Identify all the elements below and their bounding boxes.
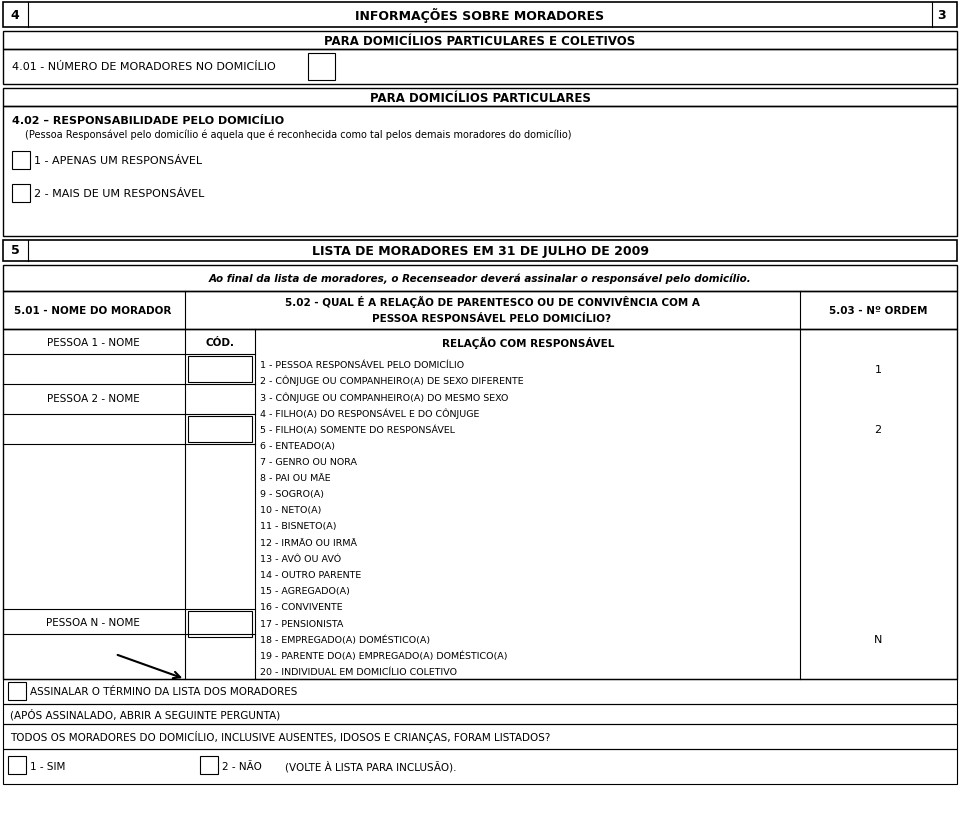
Text: ASSINALAR O TÉRMINO DA LISTA DOS MORADORES: ASSINALAR O TÉRMINO DA LISTA DOS MORADOR…	[30, 686, 298, 696]
Text: 2 - MAIS DE UM RESPONSÁVEL: 2 - MAIS DE UM RESPONSÁVEL	[34, 189, 204, 199]
Bar	[3, 3, 957, 28]
Text: PESSOA 2 - NOME: PESSOA 2 - NOME	[47, 394, 139, 404]
Bar	[3, 107, 957, 237]
Text: 8 - PAI OU MÃE: 8 - PAI OU MÃE	[260, 473, 330, 482]
Text: INFORMAÇÕES SOBRE MORADORES: INFORMAÇÕES SOBRE MORADORES	[355, 8, 605, 23]
Bar	[3, 266, 957, 292]
Text: 4.02 – RESPONSABILIDADE PELO DOMICÍLIO: 4.02 – RESPONSABILIDADE PELO DOMICÍLIO	[12, 116, 284, 126]
Text: 3: 3	[938, 8, 947, 22]
Text: 1: 1	[875, 364, 881, 375]
Bar	[3, 679, 957, 704]
Bar	[3, 724, 957, 749]
Text: 4.01 - NÚMERO DE MORADORES NO DOMICÍLIO: 4.01 - NÚMERO DE MORADORES NO DOMICÍLIO	[12, 62, 276, 72]
Text: 4 - FILHO(A) DO RESPONSÁVEL E DO CÔNJUGE: 4 - FILHO(A) DO RESPONSÁVEL E DO CÔNJUGE	[260, 408, 479, 418]
Bar	[3, 292, 957, 329]
Text: RELAÇÃO COM RESPONSÁVEL: RELAÇÃO COM RESPONSÁVEL	[442, 337, 614, 349]
Text: 7 - GENRO OU NORA: 7 - GENRO OU NORA	[260, 457, 357, 466]
Text: 17 - PENSIONISTA: 17 - PENSIONISTA	[260, 619, 344, 628]
Text: 4: 4	[11, 8, 19, 22]
Text: 19 - PARENTE DO(A) EMPREGADO(A) DOMÉSTICO(A): 19 - PARENTE DO(A) EMPREGADO(A) DOMÉSTIC…	[260, 651, 508, 660]
Text: LISTA DE MORADORES EM 31 DE JULHO DE 2009: LISTA DE MORADORES EM 31 DE JULHO DE 200…	[311, 244, 649, 257]
Bar	[3, 241, 957, 262]
Text: 6 - ENTEADO(A): 6 - ENTEADO(A)	[260, 441, 335, 450]
Text: PARA DOMICÍLIOS PARTICULARES: PARA DOMICÍLIOS PARTICULARES	[370, 91, 590, 104]
Text: 1 - SIM: 1 - SIM	[30, 761, 65, 771]
Text: 12 - IRMÃO OU IRMÃ: 12 - IRMÃO OU IRMÃ	[260, 538, 357, 547]
Bar	[200, 756, 218, 774]
Text: PESSOA 1 - NOME: PESSOA 1 - NOME	[47, 338, 139, 348]
Text: CÓD.: CÓD.	[205, 338, 234, 348]
Text: 5.01 - NOME DO MORADOR: 5.01 - NOME DO MORADOR	[14, 306, 172, 316]
Bar	[188, 611, 252, 637]
Text: PARA DOMICÍLIOS PARTICULARES E COLETIVOS: PARA DOMICÍLIOS PARTICULARES E COLETIVOS	[324, 34, 636, 48]
Bar	[8, 682, 26, 701]
Bar	[3, 749, 957, 784]
Text: 5: 5	[11, 244, 19, 257]
Bar	[188, 416, 252, 442]
Text: 10 - NETO(A): 10 - NETO(A)	[260, 506, 322, 515]
Text: (VOLTE À LISTA PARA INCLUSÃO).: (VOLTE À LISTA PARA INCLUSÃO).	[285, 760, 457, 772]
Bar	[3, 89, 957, 107]
Bar	[12, 185, 30, 203]
Text: 16 - CONVIVENTE: 16 - CONVIVENTE	[260, 603, 343, 612]
Text: 18 - EMPREGADO(A) DOMÉSTICO(A): 18 - EMPREGADO(A) DOMÉSTICO(A)	[260, 635, 430, 645]
Text: 2 - CÔNJUGE OU COMPANHEIRO(A) DE SEXO DIFERENTE: 2 - CÔNJUGE OU COMPANHEIRO(A) DE SEXO DI…	[260, 375, 523, 386]
Text: TODOS OS MORADORES DO DOMICÍLIO, INCLUSIVE AUSENTES, IDOSOS E CRIANÇAS, FORAM LI: TODOS OS MORADORES DO DOMICÍLIO, INCLUSI…	[10, 730, 550, 742]
Bar	[12, 152, 30, 170]
Text: 20 - INDIVIDUAL EM DOMICÍLIO COLETIVO: 20 - INDIVIDUAL EM DOMICÍLIO COLETIVO	[260, 667, 457, 676]
Text: 2 - NÃO: 2 - NÃO	[222, 761, 262, 771]
Bar	[3, 50, 957, 85]
Text: 5.02 - QUAL É A RELAÇÃO DE PARENTESCO OU DE CONVIVÊNCIA COM A: 5.02 - QUAL É A RELAÇÃO DE PARENTESCO OU…	[284, 296, 700, 308]
Text: 1 - APENAS UM RESPONSÁVEL: 1 - APENAS UM RESPONSÁVEL	[34, 155, 203, 166]
Bar	[8, 756, 26, 774]
Bar	[3, 32, 957, 50]
Text: 15 - AGREGADO(A): 15 - AGREGADO(A)	[260, 587, 349, 595]
Text: (APÓS ASSINALADO, ABRIR A SEGUINTE PERGUNTA): (APÓS ASSINALADO, ABRIR A SEGUINTE PERGU…	[10, 708, 280, 720]
Text: (Pessoa Responsável pelo domicílio é aquela que é reconhecida como tal pelos dem: (Pessoa Responsável pelo domicílio é aqu…	[25, 130, 571, 140]
Bar	[3, 329, 957, 679]
Bar	[308, 54, 335, 81]
Text: 14 - OUTRO PARENTE: 14 - OUTRO PARENTE	[260, 570, 361, 579]
Text: PESSOA N - NOME: PESSOA N - NOME	[46, 617, 140, 627]
Text: 3 - CÔNJUGE OU COMPANHEIRO(A) DO MESMO SEXO: 3 - CÔNJUGE OU COMPANHEIRO(A) DO MESMO S…	[260, 392, 509, 402]
Bar	[3, 704, 957, 724]
Bar	[188, 357, 252, 383]
Text: 2: 2	[875, 425, 881, 435]
Text: 11 - BISNETO(A): 11 - BISNETO(A)	[260, 522, 337, 531]
Text: Ao final da lista de moradores, o Recenseador deverá assinalar o responsável pel: Ao final da lista de moradores, o Recens…	[208, 273, 752, 284]
Text: N: N	[874, 635, 882, 645]
Text: 9 - SOGRO(A): 9 - SOGRO(A)	[260, 490, 324, 498]
Text: 5 - FILHO(A) SOMENTE DO RESPONSÁVEL: 5 - FILHO(A) SOMENTE DO RESPONSÁVEL	[260, 425, 455, 434]
Text: 1 - PESSOA RESPONSÁVEL PELO DOMICÍLIO: 1 - PESSOA RESPONSÁVEL PELO DOMICÍLIO	[260, 360, 464, 369]
Text: 5.03 - Nº ORDEM: 5.03 - Nº ORDEM	[828, 306, 927, 316]
Text: PESSOA RESPONSÁVEL PELO DOMICÍLIO?: PESSOA RESPONSÁVEL PELO DOMICÍLIO?	[372, 314, 612, 324]
Text: 13 - AVÔ OU AVÓ: 13 - AVÔ OU AVÓ	[260, 554, 341, 563]
